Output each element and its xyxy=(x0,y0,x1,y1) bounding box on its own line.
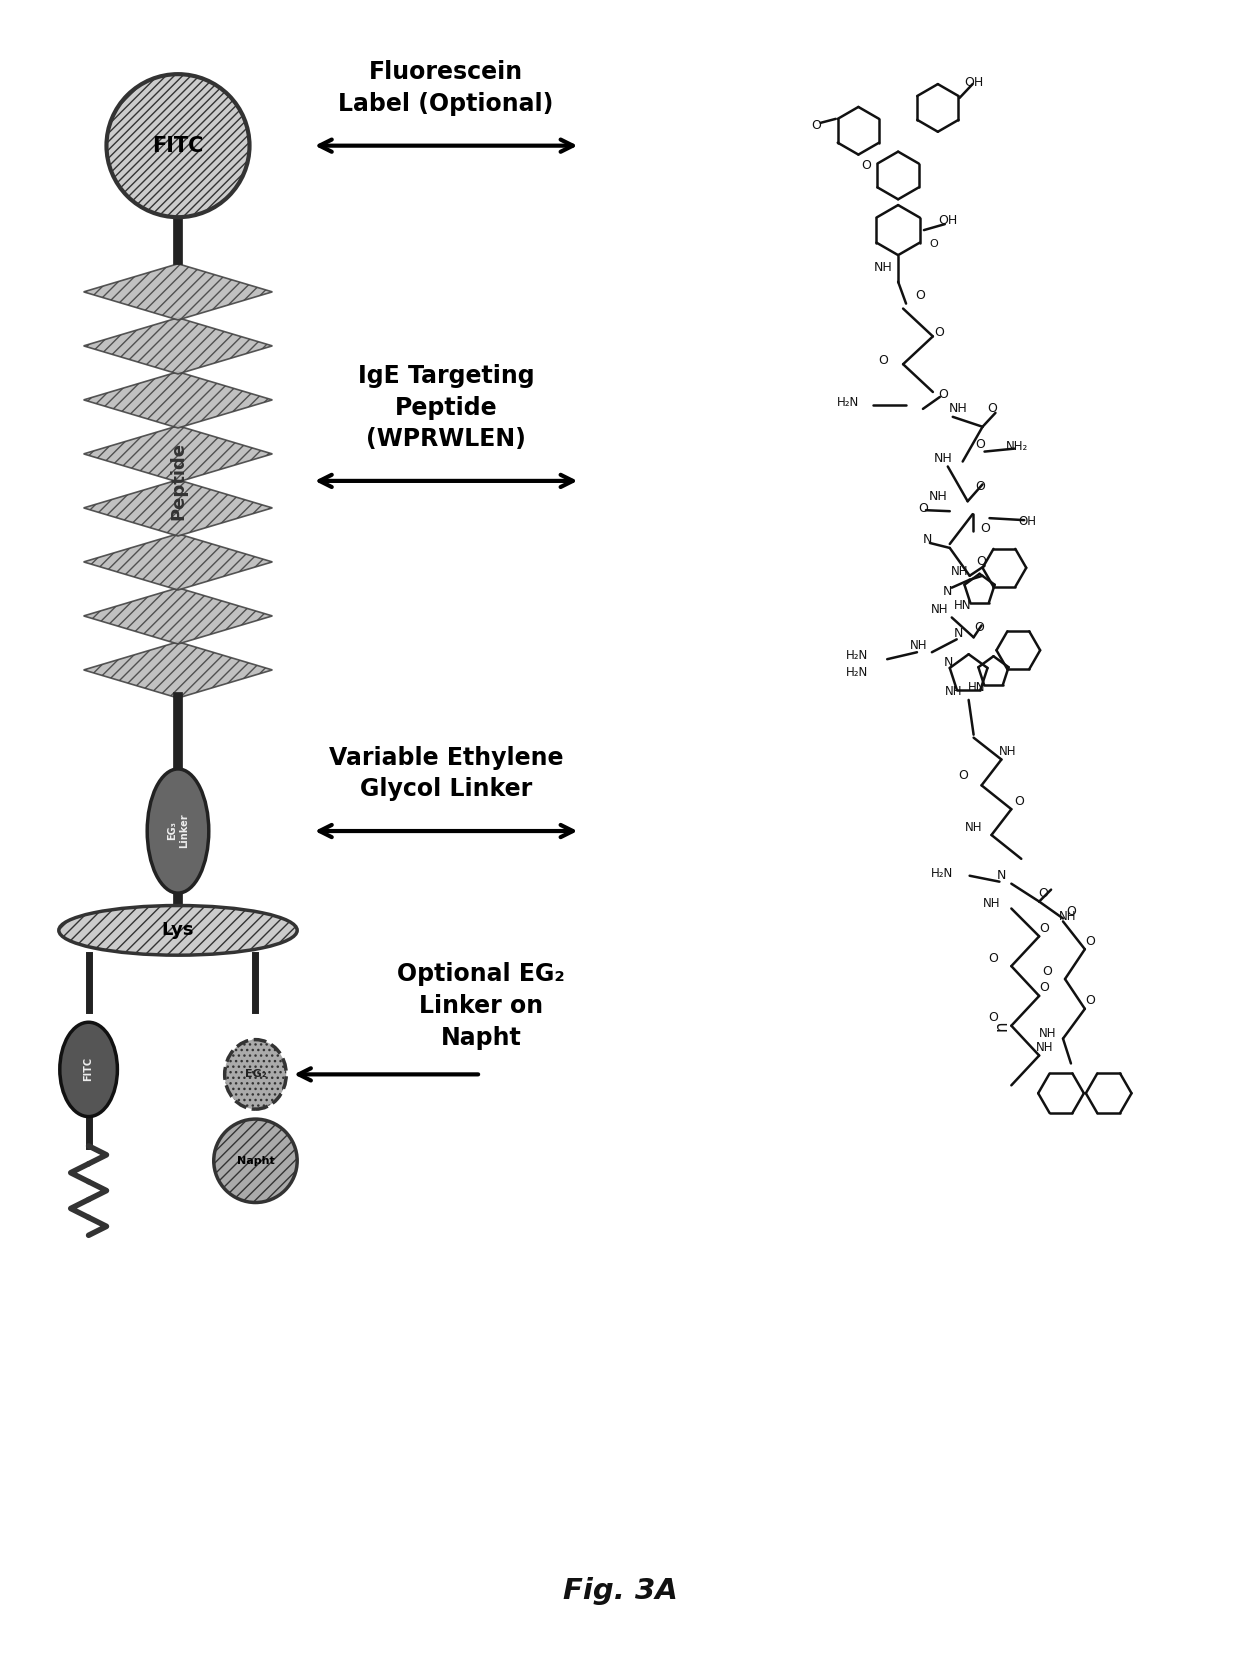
Text: EG₃
Linker: EG₃ Linker xyxy=(167,814,188,849)
Text: O: O xyxy=(975,622,985,633)
Text: O: O xyxy=(1039,922,1049,934)
Text: H₂N: H₂N xyxy=(846,648,868,662)
Text: NH: NH xyxy=(934,453,952,465)
Text: NH: NH xyxy=(951,565,968,578)
Ellipse shape xyxy=(148,769,208,892)
Polygon shape xyxy=(83,426,273,481)
Text: O: O xyxy=(862,159,872,172)
Text: NH: NH xyxy=(929,490,947,503)
Text: O: O xyxy=(812,119,822,132)
Text: NH: NH xyxy=(965,820,982,834)
Text: O: O xyxy=(1085,994,1095,1008)
Text: IgE Targeting
Peptide
(WPRWLEN): IgE Targeting Peptide (WPRWLEN) xyxy=(358,364,534,451)
Text: NH: NH xyxy=(910,638,928,652)
Text: O: O xyxy=(930,239,939,249)
Text: OH: OH xyxy=(1018,515,1037,528)
Circle shape xyxy=(107,74,249,217)
Text: Optional EG₂
Linker on
Napht: Optional EG₂ Linker on Napht xyxy=(397,962,564,1049)
Text: O: O xyxy=(981,521,991,535)
Text: O: O xyxy=(988,1011,998,1024)
Text: H₂N: H₂N xyxy=(846,665,868,678)
Text: N: N xyxy=(944,655,954,668)
Text: N: N xyxy=(944,585,952,598)
Text: NH₂: NH₂ xyxy=(1006,439,1028,453)
Text: NH: NH xyxy=(1039,1028,1056,1039)
Ellipse shape xyxy=(58,906,298,956)
Text: NH: NH xyxy=(1035,1041,1053,1054)
Text: O: O xyxy=(937,388,947,401)
Text: Lys: Lys xyxy=(161,921,195,939)
Text: O: O xyxy=(934,326,944,339)
Polygon shape xyxy=(83,373,273,428)
Ellipse shape xyxy=(224,1039,286,1110)
Text: NH: NH xyxy=(945,685,962,698)
Text: Napht: Napht xyxy=(237,1156,274,1166)
Text: O: O xyxy=(987,403,997,416)
Text: FITC: FITC xyxy=(83,1058,93,1081)
Polygon shape xyxy=(83,264,273,319)
Text: O: O xyxy=(988,952,998,964)
Text: EG₂: EG₂ xyxy=(244,1069,267,1079)
Text: Peptide: Peptide xyxy=(169,441,187,520)
Text: N: N xyxy=(997,869,1006,882)
Text: O: O xyxy=(1014,795,1024,807)
Text: NH: NH xyxy=(949,403,967,416)
Text: HN: HN xyxy=(954,600,971,612)
Text: NH: NH xyxy=(983,897,1001,911)
Text: HN: HN xyxy=(968,682,986,695)
Polygon shape xyxy=(83,317,273,374)
Circle shape xyxy=(213,1120,298,1203)
Text: n: n xyxy=(992,1021,1011,1031)
Text: O: O xyxy=(878,354,888,366)
Text: NH: NH xyxy=(874,261,893,274)
Text: Fig. 3A: Fig. 3A xyxy=(563,1577,677,1604)
Text: H₂N: H₂N xyxy=(931,867,954,881)
Text: NH: NH xyxy=(1059,911,1076,922)
Ellipse shape xyxy=(60,1023,118,1116)
Text: O: O xyxy=(915,289,925,302)
Text: O: O xyxy=(1066,906,1076,917)
Text: O: O xyxy=(918,501,928,515)
Text: N: N xyxy=(954,627,963,640)
Text: O: O xyxy=(1038,887,1048,901)
Text: FITC: FITC xyxy=(153,135,203,155)
Text: H₂N: H₂N xyxy=(837,396,859,409)
Text: O: O xyxy=(1085,934,1095,947)
Text: NH: NH xyxy=(998,745,1016,759)
Text: NH: NH xyxy=(931,603,949,617)
Text: O: O xyxy=(1039,981,1049,994)
Text: Variable Ethylene
Glycol Linker: Variable Ethylene Glycol Linker xyxy=(329,745,563,800)
Text: N: N xyxy=(924,533,932,546)
Text: O: O xyxy=(977,555,987,568)
Text: O: O xyxy=(976,480,986,493)
Polygon shape xyxy=(83,588,273,643)
Polygon shape xyxy=(83,642,273,698)
Polygon shape xyxy=(83,533,273,590)
Text: O: O xyxy=(976,438,986,451)
Text: OH: OH xyxy=(963,75,983,89)
Text: Fluorescein
Label (Optional): Fluorescein Label (Optional) xyxy=(339,60,554,115)
Text: OH: OH xyxy=(939,214,957,227)
Text: O: O xyxy=(959,769,968,782)
Text: O: O xyxy=(1042,964,1052,978)
Polygon shape xyxy=(83,480,273,536)
